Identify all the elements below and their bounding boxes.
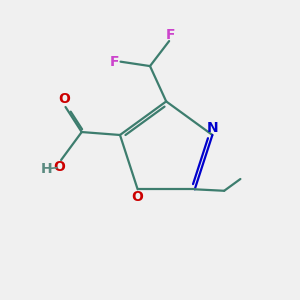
Text: O: O bbox=[132, 190, 144, 204]
Text: F: F bbox=[109, 55, 119, 69]
Text: H: H bbox=[41, 162, 53, 176]
Text: F: F bbox=[166, 28, 175, 42]
Text: O: O bbox=[54, 160, 66, 174]
Text: N: N bbox=[207, 121, 218, 135]
Text: O: O bbox=[58, 92, 70, 106]
